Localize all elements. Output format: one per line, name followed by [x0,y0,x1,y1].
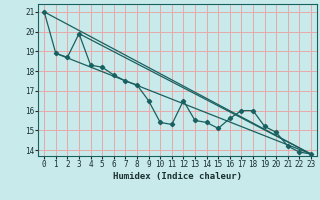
X-axis label: Humidex (Indice chaleur): Humidex (Indice chaleur) [113,172,242,181]
